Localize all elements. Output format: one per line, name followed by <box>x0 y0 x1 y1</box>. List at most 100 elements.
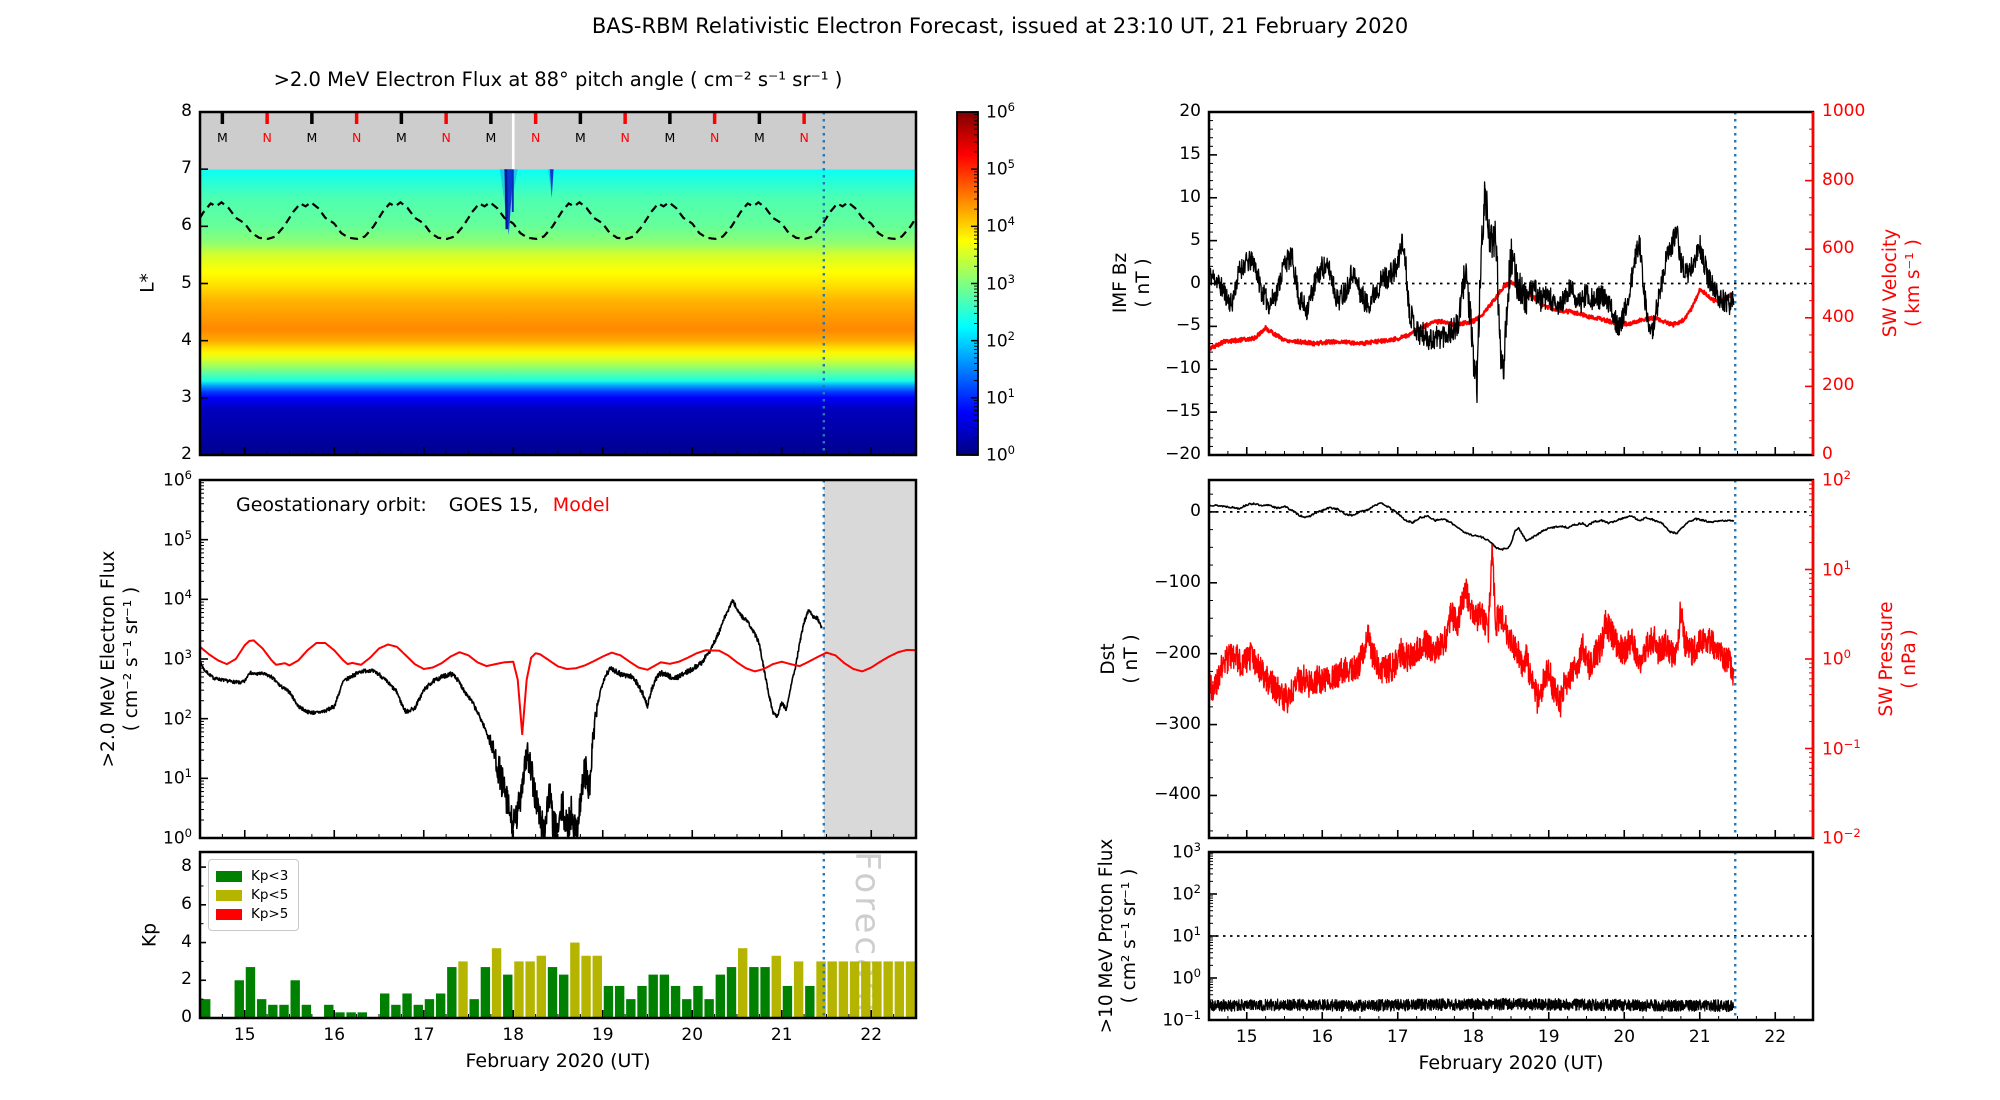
tick-label: 100 <box>986 443 1015 466</box>
tick-label: 0 <box>181 1007 192 1027</box>
kp-bar <box>514 961 524 1018</box>
kp-bar <box>435 993 446 1018</box>
bz-ylabel-line1: IMF Bz <box>1109 252 1131 314</box>
tick-label: 6 <box>181 215 192 236</box>
mn-label: N <box>262 130 272 145</box>
electron-flux-panel: Geostationary orbit: GOES 15, Model >2.0 M… <box>98 468 918 849</box>
kp-bar <box>894 961 905 1018</box>
kp-bar <box>570 942 580 1018</box>
kp-bar <box>245 967 256 1018</box>
mn-label: N <box>709 130 720 145</box>
proton-xlabel: February 2020 (UT) <box>1418 1052 1604 1074</box>
kp-bar <box>491 948 502 1018</box>
dropout-streak <box>504 169 509 230</box>
tick-label: −10 <box>1165 358 1201 379</box>
proton-ylabel-line2: ( cm² s⁻¹ sr⁻¹ ) <box>1119 868 1140 1004</box>
proton-ylabel-text: >10 MeV Proton Flux( cm² s⁻¹ sr⁻¹ ) <box>1095 839 1141 1034</box>
dst-ylabel-line1: Dst <box>1097 643 1119 675</box>
tick-label: 102 <box>163 706 192 730</box>
spectrogram-title: >2.0 MeV Electron Flux at 88° pitch angl… <box>273 68 843 91</box>
tick-label: 100 <box>163 826 192 849</box>
x-tick-label: 22 <box>860 1025 883 1045</box>
x-tick-label: 19 <box>1537 1027 1560 1047</box>
tick-label: 10 <box>1179 186 1201 207</box>
tick-label: −5 <box>1175 315 1201 336</box>
dropout-plume <box>549 169 554 198</box>
series-goes-15 <box>199 599 823 839</box>
tick-label: 0 <box>1822 444 1833 464</box>
kp-bar <box>682 999 692 1018</box>
series-dst <box>1208 502 1735 551</box>
tick-label: 800 <box>1822 169 1855 190</box>
mn-label: M <box>395 130 407 145</box>
tick-label: 10−2 <box>1822 826 1861 849</box>
mn-label: M <box>664 130 676 145</box>
mn-label: M <box>574 130 586 145</box>
velocity-ylabel-line1: SW Velocity <box>1879 228 1901 338</box>
kp-bar <box>726 967 737 1018</box>
tick-label: 0 <box>1190 272 1201 293</box>
kp-bar <box>805 985 815 1018</box>
tick-label: 4 <box>181 329 192 350</box>
panel-border <box>1207 850 1815 1022</box>
colorbar-border <box>956 111 979 456</box>
tick-label: 7 <box>181 158 192 179</box>
flux-ylabel-text: >2.0 MeV Electron Flux( cm⁻² s⁻¹ sr⁻¹ ) <box>97 551 143 768</box>
x-tick-label: 16 <box>323 1025 346 1045</box>
kp-bar <box>626 999 636 1018</box>
kp-xlabel: February 2020 (UT) <box>465 1050 651 1072</box>
pressure-ylabel-line1: SW Pressure <box>1875 601 1897 717</box>
kp-bar <box>581 955 591 1018</box>
tick-label: 102 <box>986 328 1015 352</box>
tick-label: 102 <box>1172 882 1201 905</box>
flux-ylabel-line1: >2.0 MeV Electron Flux <box>97 550 119 768</box>
kp-bar <box>715 974 726 1018</box>
mn-label: N <box>351 130 362 145</box>
panel-border <box>198 850 918 1020</box>
flux-legend-model: Model <box>552 494 610 516</box>
kp-bar <box>503 974 513 1018</box>
tick-label: 10−1 <box>1822 736 1861 760</box>
satellite-track <box>199 200 917 241</box>
kp-legend-row-red: Kp>5 <box>216 906 288 922</box>
kp-legend-row-green: Kp<3 <box>216 868 288 884</box>
kp-bar <box>559 974 569 1018</box>
kp-bar <box>301 1004 312 1018</box>
kp-legend: Kp<3 Kp<5 Kp>5 <box>208 859 300 931</box>
mn-label: M <box>753 130 765 145</box>
x-tick-label: 16 <box>1311 1027 1334 1047</box>
mn-label: M <box>306 130 318 145</box>
kp-bar <box>201 999 211 1018</box>
kp-bar <box>335 1012 345 1018</box>
kp-bar <box>670 985 681 1018</box>
x-tick-label: 17 <box>412 1025 435 1045</box>
tick-label: 2 <box>181 969 192 990</box>
kp-bar <box>458 961 468 1018</box>
kp-bar <box>547 967 558 1018</box>
velocity-ylabel-line2: ( km s⁻¹ ) <box>1903 239 1924 327</box>
kp-bar <box>637 985 647 1018</box>
x-tick-label: 18 <box>1462 1027 1485 1047</box>
kp-bar <box>659 974 670 1018</box>
tick-label: 101 <box>1172 924 1201 947</box>
flux-legend-goes15: GOES 15, <box>448 494 539 516</box>
kp-bar <box>480 967 491 1018</box>
series-sw-pressure <box>1208 542 1735 718</box>
tick-label: 104 <box>986 214 1015 237</box>
tick-label: 6 <box>181 893 192 914</box>
kp-bar <box>693 985 703 1018</box>
kp-legend-row-olive: Kp<5 <box>216 887 288 903</box>
kp-bar <box>838 961 849 1018</box>
kp-panel: Kp<3 Kp<5 Kp>5 Kp Forecast February 2020… <box>139 850 918 1072</box>
pressure-ylabel-line2: ( nPa ) <box>1899 629 1920 689</box>
kp-bar <box>447 967 457 1018</box>
kp-legend-label-red: Kp>5 <box>251 906 289 922</box>
dst-ylabel-text: Dst( nT ) <box>1097 634 1143 683</box>
colorbar-gradient <box>957 112 978 455</box>
tick-label: 100 <box>1822 647 1851 670</box>
tick-label: 101 <box>163 766 192 789</box>
tick-label: −15 <box>1165 401 1201 422</box>
mn-label: M <box>485 130 497 145</box>
tick-label: 105 <box>986 157 1015 180</box>
kp-bar <box>525 961 535 1018</box>
